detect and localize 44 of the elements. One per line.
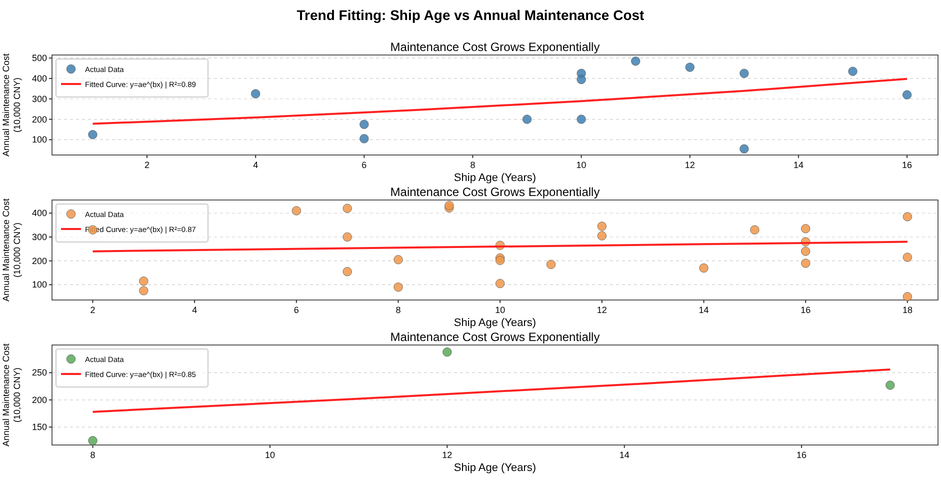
x-tick-label: 10 (495, 305, 506, 315)
x-axis-title: Ship Age (Years) (454, 172, 536, 184)
x-tick-label: 4 (253, 160, 258, 170)
y-tick-label: 200 (32, 394, 47, 405)
x-tick-label: 12 (596, 305, 607, 315)
y-tick-label: 500 (32, 53, 47, 64)
y-axis-title: Annual Maintenance Cost (10,000 CNY) (1, 342, 22, 447)
chart-title: Maintenance Cost Grows Exponentially (390, 330, 600, 344)
x-tick-label: 10 (264, 450, 275, 460)
x-tick-label: 2 (90, 305, 96, 315)
y-tick-label: 400 (32, 208, 47, 218)
x-tick-label: 12 (442, 450, 452, 460)
x-tick-label: 10 (576, 160, 586, 170)
x-tick-label: 14 (698, 305, 709, 315)
y-tick-label: 250 (32, 368, 47, 378)
x-tick-label: 16 (800, 305, 811, 315)
x-axis-title: Ship Age (Years) (454, 462, 536, 474)
x-tick-label: 6 (294, 305, 299, 315)
y-axis-title: Annual Maintenance Cost (10,000 CNY) (1, 52, 22, 157)
y-axis-title: Annual Maintenance Cost (10,000 CNY) (1, 198, 22, 302)
x-tick-label: 2 (144, 160, 150, 170)
x-tick-label: 18 (902, 305, 912, 315)
x-tick-label: 16 (902, 160, 912, 170)
x-tick-label: 8 (396, 305, 401, 315)
x-tick-label: 8 (90, 450, 96, 460)
y-tick-label: 200 (32, 114, 47, 124)
y-tick-label: 100 (32, 134, 47, 145)
y-tick-label: 200 (32, 256, 47, 266)
x-tick-label: 14 (793, 160, 804, 170)
x-tick-label: 6 (362, 160, 367, 170)
y-tick-label: 400 (32, 73, 47, 84)
y-tick-label: 300 (32, 232, 47, 242)
x-tick-label: 8 (470, 160, 476, 170)
x-tick-label: 12 (684, 160, 695, 170)
y-tick-label: 300 (32, 94, 47, 104)
x-tick-label: 16 (796, 450, 807, 460)
y-tick-label: 100 (32, 280, 47, 290)
chart-title: Maintenance Cost Grows Exponentially (390, 185, 600, 199)
chart-title: Trend Fitting: Ship Age vs Annual Maintenance Cost (296, 7, 645, 23)
chart-subtitle: Maintenance Cost Grows Exponentially (390, 40, 600, 54)
y-tick-label: 150 (32, 422, 47, 432)
x-axis-title: Ship Age (Years) (454, 317, 536, 329)
x-tick-label: 14 (619, 450, 630, 460)
x-tick-label: 4 (192, 305, 198, 315)
